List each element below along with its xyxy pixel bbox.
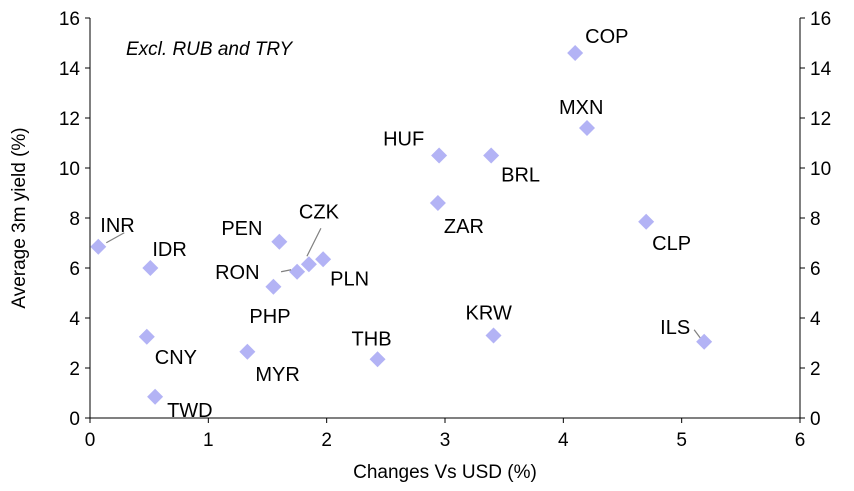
y-tick-label-right: 4 [810, 309, 821, 330]
point-label-pln: PLN [330, 268, 369, 290]
y-tick-label-left: 2 [69, 359, 80, 380]
point-label-mxn: MXN [559, 97, 603, 119]
point-label-ils: ILS [660, 317, 690, 339]
point-label-czk: CZK [299, 201, 340, 223]
point-ron [289, 263, 306, 280]
point-label-ron: RON [215, 262, 259, 284]
point-label-idr: IDR [152, 239, 186, 261]
point-myr [239, 343, 256, 360]
x-tick-label: 1 [203, 430, 214, 451]
point-mxn [579, 120, 595, 136]
point-brl [483, 147, 500, 164]
y-tick-label-left: 14 [59, 59, 81, 80]
y-tick-label-left: 16 [59, 9, 80, 30]
point-krw [485, 327, 502, 344]
point-label-twd: TWD [167, 400, 213, 422]
point-label-php: PHP [249, 306, 290, 328]
point-label-cop: COP [585, 26, 628, 48]
x-tick-label: 2 [321, 430, 332, 451]
point-label-krw: KRW [466, 303, 512, 325]
point-clp [638, 213, 655, 230]
y-tick-label-left: 8 [69, 209, 80, 230]
leader-line-inr [105, 232, 125, 244]
point-czk [300, 256, 317, 273]
point-label-cny: CNY [155, 347, 197, 369]
point-pln [315, 251, 332, 268]
point-idr [142, 260, 159, 276]
point-labels: COP MXN HUF BRL ZAR CLP INR PEN CZK PLN RON IDR PHP K… [100, 26, 701, 422]
y-tick-label-left: 10 [59, 159, 80, 180]
point-label-zar: ZAR [444, 216, 484, 238]
point-label-brl: BRL [501, 165, 540, 187]
y-axis-title: Average 3m yield (%) [9, 127, 30, 308]
y-tick-label-right: 6 [810, 259, 821, 280]
y-tick-label-right: 14 [810, 59, 832, 80]
point-label-clp: CLP [652, 233, 691, 255]
point-pen [271, 233, 288, 250]
y-tick-label-right: 2 [810, 359, 821, 380]
leader-line-czk [306, 227, 322, 257]
y-tick-label-left: 4 [69, 309, 80, 330]
point-inr [90, 238, 107, 255]
x-axis-title: Changes Vs USD (%) [353, 462, 537, 483]
y-tick-label-left: 12 [59, 109, 80, 130]
y-tick-label-right: 8 [810, 209, 821, 230]
chart-annotation: Excl. RUB and TRY [126, 39, 293, 60]
leader-line-ils [693, 329, 701, 339]
x-tick-label: 4 [558, 430, 569, 451]
point-zar [429, 195, 446, 211]
y-tick-label-right: 10 [810, 159, 831, 180]
point-cny [138, 328, 155, 345]
point-label-myr: MYR [255, 364, 299, 386]
leader-line-ron [280, 269, 292, 273]
x-tick-label: 0 [85, 430, 96, 451]
x-tick-label: 5 [676, 430, 687, 451]
point-label-huf: HUF [383, 129, 424, 151]
y-tick-label-right: 12 [810, 109, 831, 130]
point-huf [431, 147, 448, 164]
x-tick-label: 6 [795, 430, 806, 451]
y-tick-label-left: 6 [69, 259, 80, 280]
y-tick-label-left: 0 [69, 409, 80, 430]
point-cop [567, 45, 584, 61]
point-label-inr: INR [100, 215, 134, 237]
x-tick-label: 3 [440, 430, 451, 451]
data-points [90, 45, 713, 405]
point-thb [369, 351, 386, 368]
point-label-thb: THB [352, 328, 392, 350]
y-tick-label-right: 16 [810, 9, 831, 30]
point-twd [147, 388, 164, 405]
y-tick-label-right: 0 [810, 409, 821, 430]
point-php [265, 278, 282, 295]
point-label-pen: PEN [221, 218, 262, 240]
